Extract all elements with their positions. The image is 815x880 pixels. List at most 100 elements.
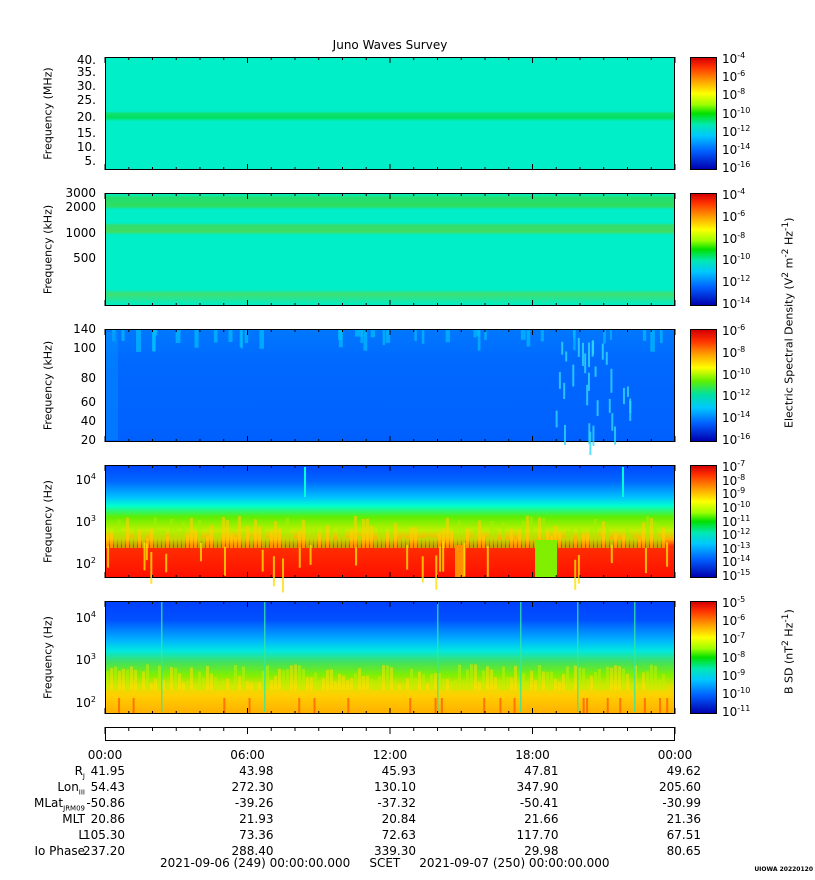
ephemeris-value: 21.66: [524, 812, 559, 826]
ytick-label: 140: [73, 322, 96, 336]
colorbar-4: [690, 465, 717, 578]
colorbar-tick-label: 10-10: [722, 252, 751, 268]
ephemeris-value: 117.70: [516, 828, 559, 842]
colorbar-tick-label: 10-5: [722, 595, 746, 610]
colorbar-tick-label: 10-14: [722, 554, 751, 570]
ephemeris-value: 105.30: [83, 828, 125, 842]
ephemeris-value: 72.63: [381, 828, 416, 842]
ephemeris-value: 29.98: [524, 844, 559, 858]
colorbar-tick-label: 10-12: [722, 388, 751, 404]
ephemeris-value: 130.10: [374, 780, 416, 794]
ephemeris-value: -50.41: [519, 796, 559, 810]
colorbar-label-b: B SD (nT2 Hz-1): [780, 609, 796, 694]
ephemeris-label: L: [78, 828, 85, 842]
colorbar-tick-label: 10-8: [722, 649, 746, 665]
ytick-label: 102: [75, 695, 96, 710]
ephemeris-value: 288.40: [231, 844, 274, 858]
ytick-label: 15.: [76, 126, 96, 140]
ytick-label: 3000: [65, 186, 96, 200]
ephemeris-value: 20.84: [381, 812, 416, 826]
scet-footer: 2021-09-06 (249) 00:00:00.000 SCET 2021-…: [160, 856, 610, 870]
ytick-label: 2000: [65, 200, 96, 214]
colorbar-tick-label: 10-11: [722, 704, 751, 719]
ephemeris-value: 21.36: [666, 812, 701, 826]
ephemeris-label: RJ: [74, 764, 85, 781]
colorbar-tick-label: 10-11: [722, 513, 751, 529]
colorbar-tick-label: 10-4: [722, 51, 746, 66]
ytick-label: 20: [80, 433, 96, 447]
yaxis-label: Frequency (MHz): [41, 66, 55, 160]
ytick-label: 10.: [76, 140, 96, 154]
colorbar-1: [690, 57, 717, 170]
ephemeris-value: 205.60: [659, 780, 701, 794]
colorbar-tick-label: 10-15: [722, 568, 751, 583]
colorbar-tick-label: 10-10: [722, 685, 751, 701]
colorbar-tick-label: 10-8: [722, 344, 746, 360]
ephemeris-value: 80.65: [666, 844, 701, 858]
yaxis-label: Frequency (Hz): [41, 479, 55, 563]
colorbar-tick-label: 10-12: [722, 527, 751, 543]
colorbar-tick-label: 10-10: [722, 499, 751, 515]
yaxis-label: Frequency (kHz): [41, 204, 55, 294]
uiowa-stamp: UIOWA 20220120: [754, 866, 813, 873]
ytick-label: 104: [75, 472, 96, 487]
ytick-label: 25.: [76, 93, 96, 107]
ephemeris-value: -50.86: [86, 796, 125, 810]
ephemeris-value: 73.36: [239, 828, 274, 842]
spectrogram-panel-3: [105, 329, 675, 442]
colorbar-tick-label: 10-6: [722, 323, 746, 338]
ephemeris-value: 67.51: [666, 828, 701, 842]
ephemeris-value: 41.95: [90, 764, 125, 778]
ephemeris-value: -39.26: [234, 796, 274, 810]
xtick-label: 00:00: [657, 748, 693, 762]
ephemeris-value: 43.98: [239, 764, 274, 778]
colorbar-tick-label: 10-8: [722, 87, 746, 103]
ytick-label: 104: [75, 610, 96, 625]
ytick-label: 30.: [76, 79, 96, 93]
colorbar-tick-label: 10-14: [722, 296, 751, 311]
ephemeris-value: 339.30: [374, 844, 416, 858]
ytick-label: 40: [80, 414, 96, 428]
colorbar-tick-label: 10-12: [722, 123, 751, 139]
ytick-label: 103: [75, 514, 96, 529]
ephemeris-value: 54.43: [90, 780, 125, 794]
chart-title: Juno Waves Survey: [332, 38, 448, 52]
spectrogram-panel-5: [105, 601, 675, 714]
colorbar-tick-label: 10-14: [722, 141, 751, 157]
colorbar-tick-label: 10-10: [722, 366, 751, 382]
ytick-label: 5.: [84, 154, 96, 168]
colorbar-tick-label: 10-13: [722, 540, 751, 556]
colorbar-2: [690, 193, 717, 306]
spectrogram-panel-2: [105, 193, 675, 306]
ephemeris-value: -37.32: [377, 796, 416, 810]
ephemeris-label: MLT: [62, 812, 85, 826]
colorbar-tick-label: 10-7: [722, 631, 746, 647]
colorbar-tick-label: 10-10: [722, 105, 751, 121]
ephemeris-label: LonIII: [57, 780, 85, 797]
ephemeris-value: 20.86: [90, 812, 125, 826]
ytick-label: 102: [75, 556, 96, 571]
time-axis-bar: [105, 727, 675, 741]
yaxis-label: Frequency (Hz): [41, 615, 55, 699]
colorbar-tick-label: 10-8: [722, 230, 746, 246]
colorbar-tick-label: 10-7: [722, 459, 746, 474]
xtick-label: 06:00: [230, 748, 265, 762]
colorbar-tick-label: 10-4: [722, 187, 746, 202]
colorbar-tick-label: 10-8: [722, 472, 746, 488]
ytick-label: 40.: [76, 53, 96, 67]
ephemeris-value: 49.62: [666, 764, 701, 778]
ephemeris-value: 272.30: [231, 780, 274, 794]
xtick-label: 00:00: [87, 748, 123, 762]
colorbar-5: [690, 601, 717, 714]
xtick-label: 12:00: [372, 748, 408, 762]
colorbar-tick-label: 10-9: [722, 667, 746, 683]
ephemeris-value: 47.81: [524, 764, 559, 778]
ytick-label: 35.: [76, 65, 96, 79]
colorbar-tick-label: 10-14: [722, 410, 751, 426]
colorbar-tick-label: 10-12: [722, 274, 751, 290]
ephemeris-label: Io Phase: [34, 844, 85, 858]
colorbar-tick-label: 10-16: [722, 160, 751, 175]
ytick-label: 1000: [65, 226, 96, 240]
ephemeris-value: 347.90: [516, 780, 559, 794]
spectrogram-panel-1: [105, 57, 675, 170]
